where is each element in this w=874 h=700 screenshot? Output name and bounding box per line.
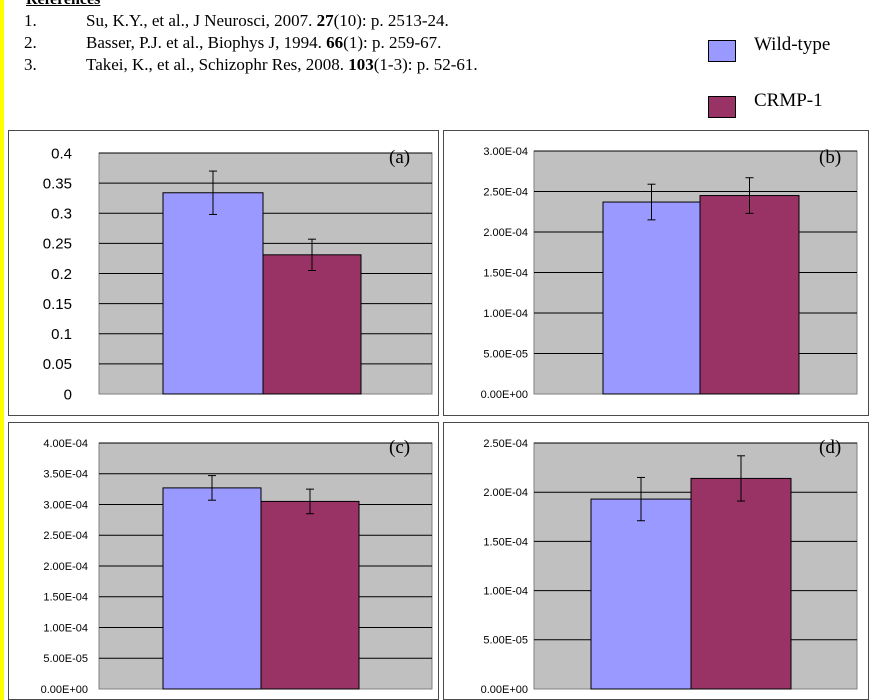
bar-crmp-1	[690, 477, 792, 690]
legend-item-crmp-1: CRMP-1	[708, 88, 868, 118]
y-tick-label: 1.00E-04	[43, 622, 88, 634]
reference-pages: (1): p. 259-67.	[343, 33, 442, 52]
y-tick-label: 2.50E-04	[483, 186, 528, 198]
y-tick-label: 3.00E-04	[483, 146, 528, 158]
reference-volume: 103	[348, 55, 374, 74]
error-bar	[308, 238, 316, 271]
reference-volume: 27	[316, 11, 334, 30]
y-tick-label: 1.00E-04	[483, 308, 528, 320]
error-bar	[208, 475, 216, 501]
y-tick-label: 0	[64, 386, 72, 403]
y-tick-label: 5.00E-05	[43, 653, 88, 665]
bar-wild-type	[602, 201, 701, 395]
reference-text: Takei, K., et al., Schizophr Res, 2008. …	[86, 54, 478, 76]
reference-number: 1.	[24, 11, 37, 30]
reference-text: Su, K.Y., et al., J Neurosci, 2007. 27(1…	[86, 10, 449, 32]
legend-swatch-wild-type	[708, 40, 736, 62]
error-bar	[647, 183, 656, 221]
reference-volume: 66	[326, 33, 344, 52]
reference-citation: Su, K.Y., et al., J Neurosci, 2007.	[86, 11, 317, 30]
bar-crmp-1	[260, 500, 360, 690]
bar-crmp-1	[699, 195, 800, 395]
y-tick-label: 0.00E+00	[481, 389, 528, 401]
reference-citation: Basser, P.J. et al., Biophys J, 1994.	[86, 33, 327, 52]
chart-panel-d: 0.00E+00 5.00E-05 1.00E-04 1.50E-04 2.00E-04…	[443, 422, 869, 700]
bar-wild-type	[162, 487, 262, 690]
reference-number: 3.	[24, 55, 37, 74]
y-tick-label: 0.05	[43, 356, 72, 373]
accent-strip	[0, 0, 4, 700]
y-tick-label: 2.50E-04	[43, 530, 88, 542]
panel-label-a: (a)	[389, 147, 410, 168]
legend-item-wild-type: Wild-type	[708, 32, 868, 62]
y-tick-label: 1.00E-04	[483, 585, 528, 597]
bar-wild-type	[162, 192, 264, 395]
y-tick-label: 5.00E-05	[483, 348, 528, 360]
y-tick-label: 3.00E-04	[43, 499, 88, 511]
legend-swatch-crmp-1	[708, 96, 736, 118]
error-bar	[637, 476, 645, 522]
chart-a-svg: 0 0.05 0.1 0.15 0.2 0.25 0.3 0.35 0.4 (a)	[43, 145, 433, 403]
chart-d-svg: 0.00E+00 5.00E-05 1.00E-04 1.50E-04 2.00E-04…	[481, 437, 858, 696]
error-bar	[737, 455, 745, 502]
y-tick-label: 1.50E-04	[43, 592, 88, 604]
reference-citation: Takei, K., et al., Schizophr Res, 2008.	[86, 55, 349, 74]
y-tick-label: 1.50E-04	[483, 536, 528, 548]
y-tick-label: 0.35	[43, 175, 72, 192]
legend-label: Wild-type	[754, 34, 831, 55]
references-heading: References	[26, 0, 100, 9]
panel-label-b: (b)	[819, 147, 841, 168]
chart-b-svg: 0.00E+00 5.00E-05 1.00E-04 1.50E-04 2.00E-04…	[481, 146, 858, 401]
y-tick-label: 2.00E-04	[483, 227, 528, 239]
y-tick-label: 0.3	[51, 206, 72, 223]
reference-pages: (1-3): p. 52-61.	[373, 55, 478, 74]
y-tick-label: 0.15	[43, 296, 72, 313]
y-tick-label: 0.1	[51, 326, 72, 343]
y-tick-label: 0.00E+00	[481, 684, 528, 696]
y-tick-label: 1.50E-04	[483, 267, 528, 279]
y-tick-label: 3.50E-04	[43, 469, 88, 481]
reference-number: 2.	[24, 33, 37, 52]
chart-panel-a: 0 0.05 0.1 0.15 0.2 0.25 0.3 0.35 0.4 (a)	[8, 130, 439, 416]
y-tick-label: 2.00E-04	[43, 561, 88, 573]
reference-pages: (10): p. 2513-24.	[333, 11, 449, 30]
error-bar	[745, 177, 754, 214]
chart-panel-b: 0.00E+00 5.00E-05 1.00E-04 1.50E-04 2.00E-04…	[443, 130, 869, 416]
bar-crmp-1	[262, 254, 362, 395]
y-tick-label: 5.00E-05	[483, 635, 528, 647]
error-bar	[306, 488, 314, 515]
y-tick-label: 0.4	[51, 145, 72, 162]
panel-label-d: (d)	[819, 437, 841, 458]
chart-panel-c: 0.00E+00 5.00E-05 1.00E-04 1.50E-04 2.00E-04…	[8, 422, 439, 700]
reference-text: Basser, P.J. et al., Biophys J, 1994. 66…	[86, 32, 441, 54]
y-tick-label: 0.2	[51, 266, 72, 283]
y-tick-label: 4.00E-04	[43, 438, 88, 450]
panel-label-c: (c)	[389, 437, 410, 458]
y-tick-label: 2.50E-04	[483, 438, 528, 450]
y-tick-label: 0.00E+00	[41, 684, 88, 696]
chart-c-svg: 0.00E+00 5.00E-05 1.00E-04 1.50E-04 2.00E-04…	[41, 437, 433, 696]
legend-label: CRMP-1	[754, 90, 823, 111]
y-tick-label: 0.25	[43, 236, 72, 253]
y-tick-label: 2.00E-04	[483, 487, 528, 499]
bar-wild-type	[590, 498, 692, 690]
error-bar	[209, 170, 217, 215]
